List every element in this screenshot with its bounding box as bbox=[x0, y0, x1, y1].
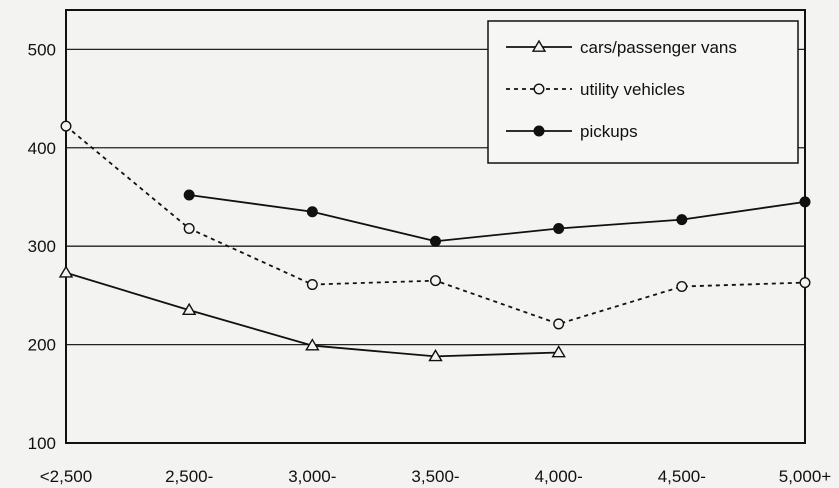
series-1 bbox=[60, 120, 811, 330]
series-0-point-4 bbox=[551, 345, 566, 358]
series-layer bbox=[58, 120, 811, 362]
x-tick-label-2: 3,000- bbox=[288, 467, 336, 486]
series-0-point-1 bbox=[181, 302, 197, 316]
series-1-point-5 bbox=[676, 281, 688, 293]
series-2-point-2 bbox=[306, 206, 318, 218]
y-axis: 100 200 300 400 500 bbox=[28, 40, 56, 453]
plot-frame bbox=[65, 9, 806, 444]
y-tick-label-100: 100 bbox=[28, 434, 56, 453]
series-2-point-3 bbox=[430, 235, 441, 247]
y-tick-label-500: 500 bbox=[28, 40, 56, 59]
x-tick-label-4: 4,000- bbox=[535, 467, 583, 486]
legend-marker-1 bbox=[533, 83, 545, 95]
x-tick-label-6: 5,000+ bbox=[779, 467, 832, 486]
series-1-point-1 bbox=[183, 222, 195, 234]
series-1-point-4 bbox=[553, 318, 565, 330]
series-2-point-6 bbox=[799, 196, 811, 208]
x-tick-label-0: <2,500 bbox=[40, 467, 92, 486]
legend-marker-0 bbox=[531, 39, 547, 52]
x-axis: <2,500 2,500- 3,000- 3,500- 4,000- 4,500- 5,00… bbox=[40, 467, 832, 486]
legend-label-2: pickups bbox=[580, 122, 638, 141]
legend-item-1: utility vehicles bbox=[506, 80, 685, 99]
legend: cars/passenger vans utility vehicles picku… bbox=[487, 20, 799, 164]
series-1-point-0 bbox=[60, 120, 72, 132]
x-tick-label-1: 2,500- bbox=[165, 467, 213, 486]
series-2-point-4 bbox=[553, 222, 565, 234]
series-2-point-5 bbox=[676, 214, 688, 226]
series-0-point-2 bbox=[305, 338, 320, 351]
legend-marker-2 bbox=[533, 125, 545, 137]
legend-label-1: utility vehicles bbox=[580, 80, 685, 99]
y-tick-label-200: 200 bbox=[28, 336, 56, 355]
legend-item-2: pickups bbox=[506, 122, 638, 141]
series-1-point-2 bbox=[306, 279, 318, 291]
y-tick-label-400: 400 bbox=[28, 139, 56, 158]
legend-label-0: cars/passenger vans bbox=[580, 38, 737, 57]
y-tick-label-300: 300 bbox=[28, 237, 56, 256]
series-0 bbox=[58, 265, 566, 362]
series-2-point-1 bbox=[183, 189, 195, 201]
x-tick-label-5: 4,500- bbox=[658, 467, 706, 486]
series-0-point-3 bbox=[428, 349, 443, 362]
series-1-point-3 bbox=[430, 275, 442, 287]
legend-item-0: cars/passenger vans bbox=[506, 38, 737, 57]
series-2 bbox=[183, 189, 811, 247]
series-0-point-0 bbox=[58, 265, 74, 278]
series-1-point-6 bbox=[799, 277, 811, 289]
x-tick-label-3: 3,500- bbox=[411, 467, 459, 486]
series-line-2 bbox=[189, 194, 806, 243]
